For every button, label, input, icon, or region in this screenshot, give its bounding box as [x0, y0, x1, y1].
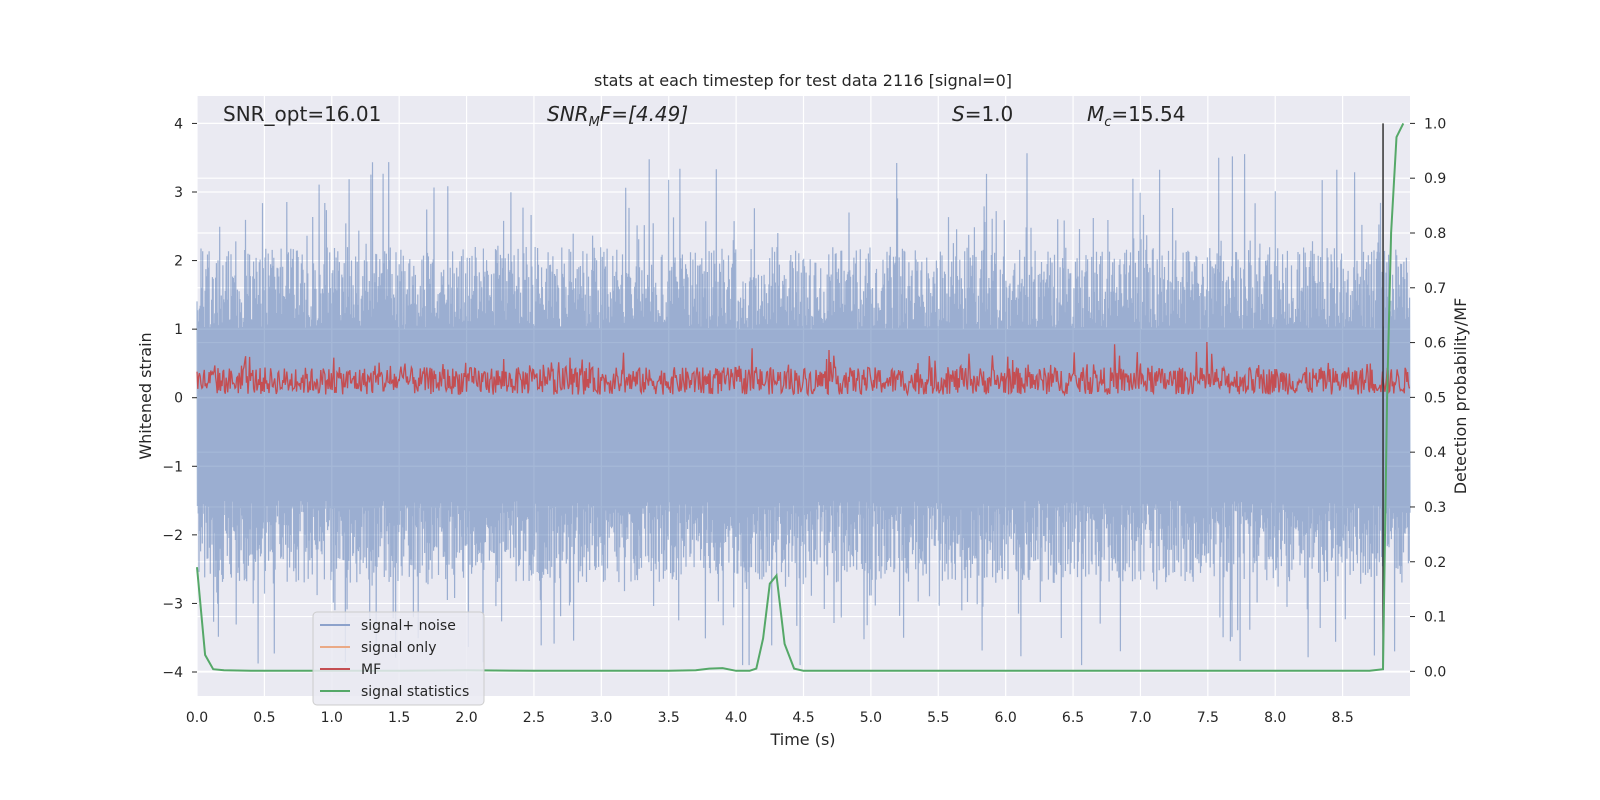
x-tick-label: 6.0: [995, 710, 1017, 726]
series-signal-noise: [196, 153, 1411, 666]
y-tick-label: 1: [174, 322, 183, 338]
x-tick-label: 7.0: [1129, 710, 1151, 726]
x-tick-label: 7.5: [1197, 710, 1219, 726]
x-tick-label: 2.0: [455, 710, 477, 726]
y-tick-label: 0: [174, 391, 183, 407]
y-tick-label: −4: [162, 665, 183, 681]
y2-axis-label: Detection probability/MF: [1451, 298, 1470, 495]
y2-tick-label: 0.6: [1424, 336, 1446, 352]
x-tick-label: 6.5: [1062, 710, 1084, 726]
x-tick-label: 8.5: [1331, 710, 1353, 726]
x-tick-label: 0.5: [253, 710, 275, 726]
legend-label-signal-only: signal only: [361, 640, 436, 656]
tick-labels: 0.0 0.5 1.0 1.5 2.0 2.5 3.0 3.5 4.0 4.5 5.0 5.5 6.0 6…: [162, 116, 1446, 726]
y2-tick-label: 0.2: [1424, 555, 1446, 571]
y2-tick-label: 0.5: [1424, 390, 1446, 406]
legend: signal+ noise signal only MF signal stat…: [312, 611, 485, 706]
y-tick-label: −1: [162, 459, 183, 475]
x-tick-label: 8.0: [1264, 710, 1286, 726]
series-layer: [196, 122, 1411, 672]
x-tick-label: 1.0: [321, 710, 343, 726]
legend-label-signal-statistics: signal statistics: [361, 684, 469, 700]
y2-tick-label: 0.1: [1424, 610, 1446, 626]
y2-tick-label: 0.4: [1424, 445, 1446, 461]
x-tick-label: 2.5: [523, 710, 545, 726]
x-tick-label: 3.0: [590, 710, 612, 726]
chart-title: stats at each timestep for test data 211…: [594, 71, 1012, 90]
y2-tick-label: 0.3: [1424, 500, 1446, 516]
x-tick-label: 5.0: [860, 710, 882, 726]
x-axis-label: Time (s): [769, 730, 835, 749]
y2-tick-label: 0.0: [1424, 664, 1446, 680]
x-tick-label: 4.0: [725, 710, 747, 726]
y-tick-label: −3: [162, 596, 183, 612]
annotation-snr-opt: SNR_opt=16.01: [223, 102, 381, 126]
y2-tick-label: 1.0: [1424, 116, 1446, 132]
y-tick-label: 2: [174, 254, 183, 270]
y2-tick-label: 0.7: [1424, 281, 1446, 297]
y2-tick-label: 0.9: [1424, 171, 1446, 187]
x-tick-label: 0.0: [186, 710, 208, 726]
y-tick-label: 3: [174, 185, 183, 201]
x-tick-label: 5.5: [927, 710, 949, 726]
annotation-snr-mf: SNRMF=[4.49]: [547, 102, 688, 130]
series-mf: [196, 341, 1410, 397]
y-axis-label: Whitened strain: [136, 332, 155, 459]
x-tick-label: 4.5: [792, 710, 814, 726]
y-tick-label: −2: [162, 528, 183, 544]
legend-label-mf: MF: [361, 662, 381, 678]
x-tick-label: 1.5: [388, 710, 410, 726]
annotation-s: S=1.0: [952, 102, 1013, 126]
x-tick-label: 3.5: [658, 710, 680, 726]
legend-label-signal-noise: signal+ noise: [361, 618, 456, 634]
legend-box: [312, 611, 485, 706]
annotation-mc: Mc=15.54: [1087, 102, 1185, 130]
y2-tick-label: 0.8: [1424, 226, 1446, 242]
y-tick-label: 4: [174, 116, 183, 132]
